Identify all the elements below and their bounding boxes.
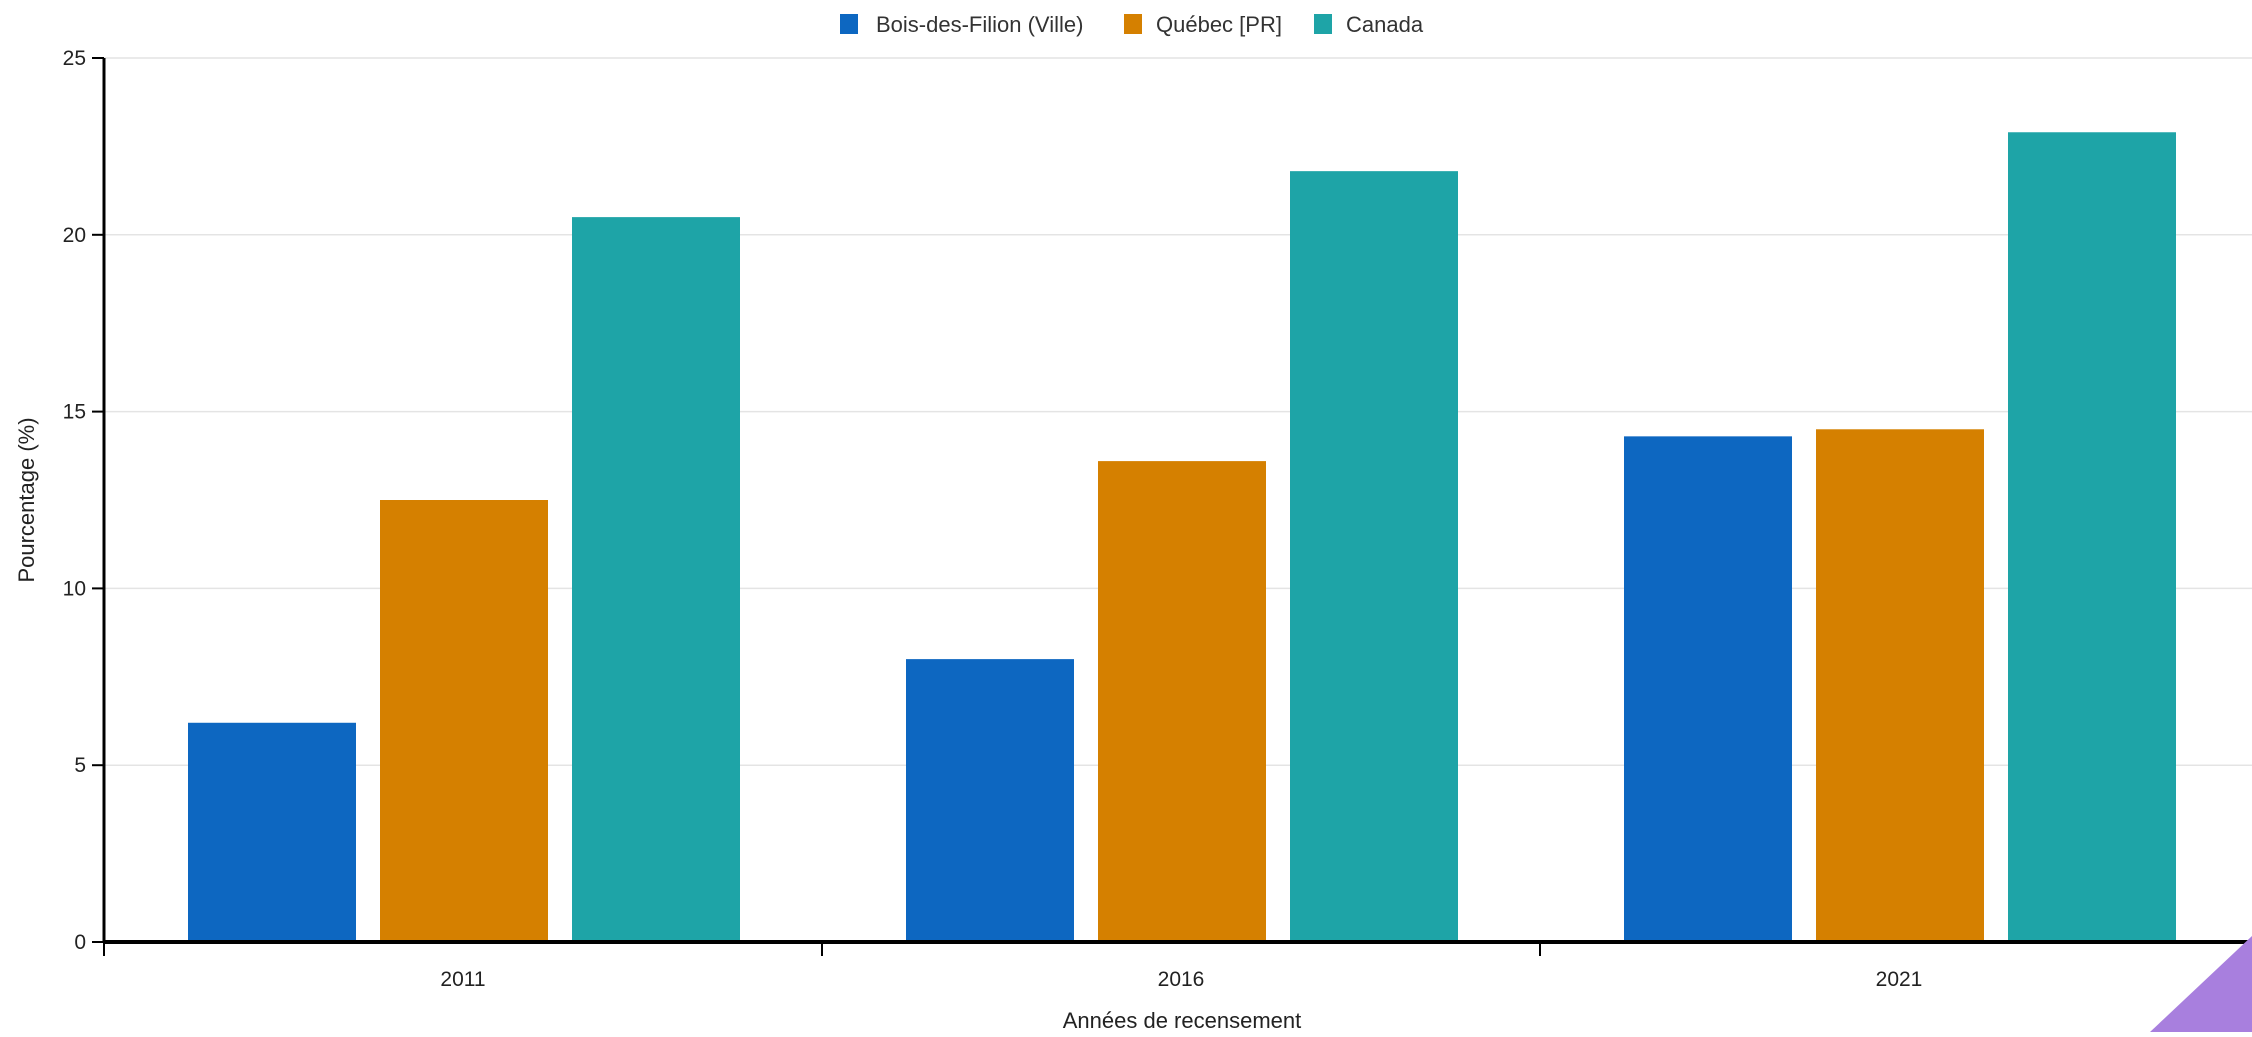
legend-label[interactable]: Québec [PR] [1156,12,1282,37]
y-tick-label: 20 [63,224,86,247]
bars [188,132,2176,943]
y-tick-label: 15 [63,401,86,424]
legend-label[interactable]: Bois-des-Filion (Ville) [876,12,1083,37]
x-ticks: 2011 2016 2021 [103,942,1923,991]
bar[interactable] [380,500,548,942]
y-tick-label: 10 [63,577,86,600]
bar[interactable] [1816,429,1984,942]
bar[interactable] [572,217,740,942]
y-axis-title: Pourcentage (%) [14,417,39,582]
legend-swatch [1314,14,1332,34]
legend: Bois-des-Filion (Ville) Québec [PR] Canada [840,12,1424,37]
x-tick-label: 2011 [440,968,485,991]
bar[interactable] [1290,171,1458,943]
y-ticks: 0 5 10 15 20 25 [63,47,104,954]
corner-accent-shape [2150,936,2252,1032]
x-axis-title: Années de recensement [1063,1008,1302,1032]
x-tick-label: 2016 [1158,968,1205,991]
bar[interactable] [1624,436,1792,942]
legend-label[interactable]: Canada [1346,12,1424,37]
bar[interactable] [2008,132,2176,943]
y-tick-label: 25 [63,47,86,70]
bar[interactable] [188,722,356,942]
legend-swatch [1124,14,1142,34]
bar[interactable] [906,659,1074,942]
y-tick-label: 5 [74,754,86,777]
x-tick-label: 2021 [1876,968,1923,991]
axes [102,58,2252,944]
bar[interactable] [1098,461,1266,942]
legend-swatch [840,14,858,34]
y-tick-label: 0 [74,931,86,954]
